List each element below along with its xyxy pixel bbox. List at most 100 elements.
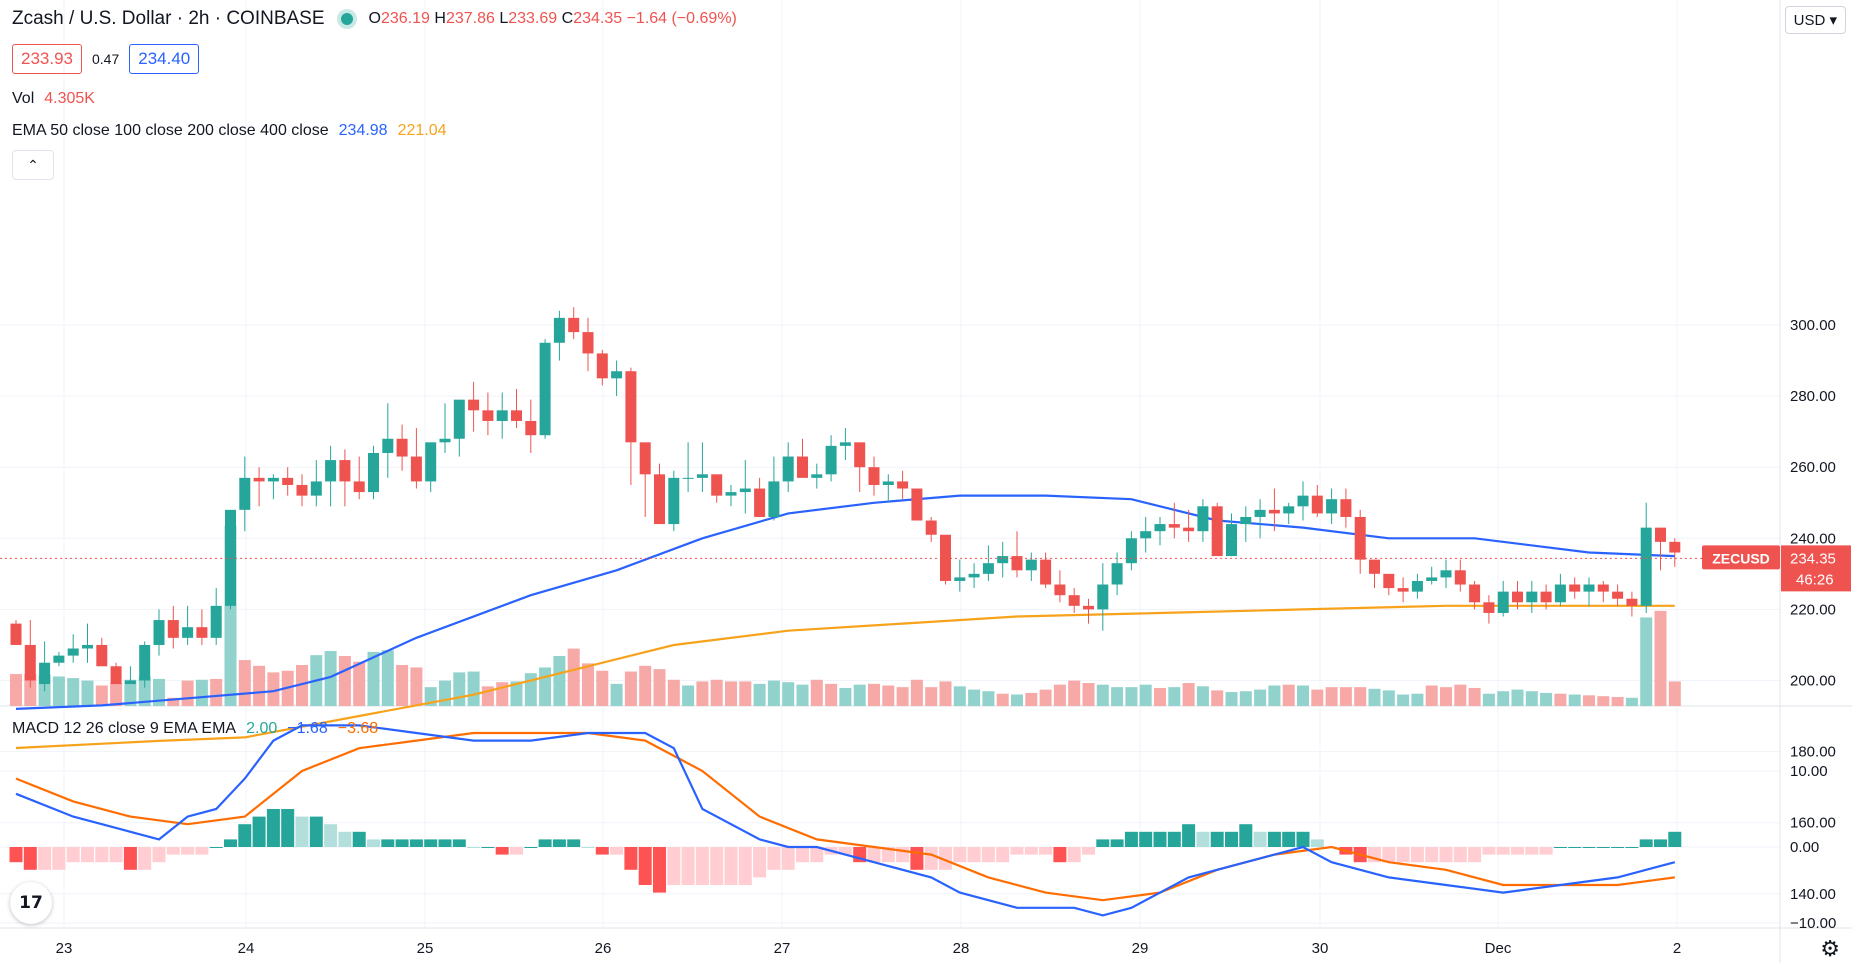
symbol-title[interactable]: Zcash / U.S. Dollar · 2h · COINBASE [12, 8, 325, 29]
ema-200-path [15, 604, 1675, 750]
candle-body [611, 371, 623, 379]
macd-legend[interactable]: MACD 12 26 close 9 EMA EMA 2.00 −1.68 −3… [12, 720, 378, 738]
macd-hist-bar [610, 847, 624, 855]
volume-bar [1311, 689, 1324, 706]
macd-hist-bar [838, 847, 852, 855]
volume-bar [95, 685, 108, 706]
candle-body [825, 445, 837, 475]
macd-hist-bar [1639, 839, 1653, 847]
candle-body [811, 474, 823, 478]
candle-body [940, 534, 951, 581]
price-tick-label: 240.00 [1790, 530, 1836, 547]
candlestick-series[interactable] [0, 307, 1780, 692]
volume-histogram [10, 525, 1681, 706]
volume-bar [1425, 685, 1438, 706]
macd-hist-bar [1596, 847, 1610, 848]
candle-body [797, 456, 808, 478]
volume-bar [153, 678, 165, 706]
candle-body [439, 438, 451, 443]
volume-bar [767, 680, 780, 706]
logo-text: 17 [19, 893, 43, 913]
volume-bar [925, 687, 938, 706]
volume-bar [1239, 691, 1252, 706]
macd-hist-bar [1167, 831, 1181, 847]
candle-body [182, 627, 194, 638]
low-label: L [499, 10, 509, 27]
candle-body [1226, 524, 1237, 557]
volume-bar [982, 691, 995, 706]
volume-bar [896, 687, 909, 706]
volume-bar [1368, 688, 1381, 706]
macd-hist-bar [9, 847, 23, 863]
candle-body [539, 342, 551, 436]
candle-body [1411, 580, 1423, 592]
volume-bar [1068, 680, 1081, 706]
axes: 300.00280.00260.00240.00220.00200.00180.… [56, 317, 1851, 957]
macd-hist-bar [281, 809, 295, 847]
volume-bar [181, 680, 194, 706]
candle-body [124, 680, 136, 685]
open-label: O [368, 10, 381, 27]
macd-hist-bar [767, 847, 781, 870]
price-tick-label: 280.00 [1790, 388, 1836, 405]
candle-body [1326, 499, 1338, 514]
volume-bar [1397, 694, 1410, 706]
candle-body [368, 452, 379, 493]
macd-hist-bar [38, 847, 52, 870]
high-value: 237.86 [445, 10, 495, 27]
volume-bar [1525, 691, 1538, 706]
macd-hist-bar [1139, 831, 1153, 847]
macd-hist-bar [381, 839, 395, 847]
volume-bar [253, 665, 266, 706]
collapse-legend-button[interactable]: ⌃ [12, 150, 54, 180]
candle-body [468, 399, 480, 411]
macd-hist-bar [1453, 847, 1467, 863]
volume-bar [725, 681, 737, 706]
volume-bar [1468, 687, 1481, 706]
candle-body [1140, 531, 1152, 539]
volume-bar [1568, 694, 1581, 706]
macd-tick-label: −10.00 [1790, 915, 1836, 932]
gear-icon[interactable]: ⚙ [1820, 936, 1840, 961]
candle-body [1083, 605, 1094, 610]
volume-bar [1454, 684, 1467, 706]
candle-body [196, 627, 208, 638]
time-tick-label: 25 [417, 940, 434, 957]
macd-hist-bar [1410, 847, 1424, 863]
currency-label: USD [1793, 12, 1826, 29]
volume-bar [582, 663, 594, 706]
macd-hist-bar [724, 847, 738, 885]
candle-body [1397, 588, 1409, 592]
macd-hist-bar [1654, 839, 1667, 847]
volume-bar [1597, 696, 1610, 706]
macd-hist-bar [238, 824, 252, 847]
candle-body [911, 488, 923, 521]
volume-bar [210, 678, 223, 706]
macd-hist-bar [1396, 847, 1410, 863]
sell-price-button[interactable]: 233.93 [12, 44, 82, 74]
candle-body [568, 317, 580, 333]
candle-body [1597, 584, 1609, 592]
macd-hist-bar [1053, 847, 1067, 863]
candle-body [225, 509, 236, 606]
macd-hist-bar [1024, 847, 1038, 855]
buy-price-button[interactable]: 234.40 [129, 44, 200, 74]
ema-legend[interactable]: EMA 50 close 100 close 200 close 400 clo… [12, 122, 447, 140]
candle-body [239, 477, 251, 510]
macd-hist-bar [881, 847, 895, 863]
volume-bar [853, 684, 866, 706]
candle-body [1011, 556, 1023, 571]
volume-bar [996, 693, 1009, 706]
macd-hist-bar [438, 839, 452, 847]
volume-legend[interactable]: Vol 4.305K [12, 90, 95, 108]
volume-bar [1154, 687, 1166, 706]
currency-dropdown[interactable]: USD ▾ [1784, 6, 1846, 34]
candle-body [982, 563, 994, 574]
tradingview-logo[interactable]: 17 [10, 882, 52, 924]
candle-body [167, 620, 179, 638]
volume-bar [1211, 690, 1224, 706]
volume-value: 4.305K [44, 90, 95, 107]
macd-hist-bar [166, 847, 180, 855]
volume-bar [610, 683, 623, 706]
